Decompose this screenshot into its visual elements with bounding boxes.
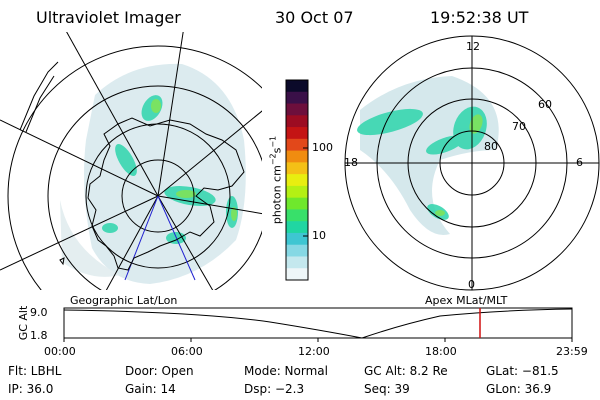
longitude-grid [0, 32, 262, 290]
colorbar-band [286, 185, 308, 199]
filter-info: Flt: LBHL [8, 364, 62, 378]
altitude-curve [63, 308, 573, 339]
mlat-label-70: 70 [512, 120, 526, 133]
colorbar-band [286, 138, 308, 152]
mlat-label-80: 80 [484, 140, 498, 153]
geographic-map [0, 32, 262, 290]
right-panel-caption: Apex MLat/MLT [425, 294, 508, 307]
colorbar-band [286, 174, 308, 187]
unit-exp-1: −2 [268, 153, 278, 166]
unit-exp-2: −1 [268, 135, 278, 148]
colorbar-tick-100: 100 [312, 141, 333, 154]
colorbar-band [286, 232, 308, 246]
glon-info: GLon: 36.9 [486, 382, 552, 396]
mlt-label-18: 18 [344, 156, 358, 169]
unit-text-s: s [270, 147, 284, 154]
mode-info: Mode: Normal [244, 364, 328, 378]
colorbar-band [286, 162, 308, 175]
colorbar-band [286, 221, 308, 234]
colorbar [285, 79, 309, 281]
colorbar-band [286, 197, 308, 210]
left-panel-caption: Geographic Lat/Lon [70, 294, 178, 307]
dsp-info: Dsp: −2.3 [244, 382, 305, 396]
colorbar-band [286, 115, 308, 128]
colorbar-band [286, 80, 308, 93]
colorbar-band [286, 268, 308, 281]
colorbar-band [286, 103, 308, 116]
coastline [87, 117, 245, 271]
colorbar-tick-10: 10 [312, 229, 326, 242]
colorbar-band [286, 256, 308, 269]
colorbar-band [286, 91, 308, 105]
unit-text: photon cm [270, 165, 284, 225]
time-tick-0: 00:00 [44, 345, 76, 358]
colorbar-band [286, 150, 308, 163]
image-haze [84, 63, 246, 284]
time-tick-4: 23:59 [556, 345, 588, 358]
date-label: 30 Oct 07 [275, 8, 354, 27]
timeline-plot [63, 307, 573, 342]
gc-alt-info: GC Alt: 8.2 Re [364, 364, 448, 378]
timeline-y-top: 9.0 [30, 306, 48, 319]
colorbar-band [286, 244, 308, 257]
gain-info: Gain: 14 [125, 382, 176, 396]
ip-info: IP: 36.0 [8, 382, 54, 396]
time-tick-1: 06:00 [171, 345, 203, 358]
mlt-label-6: 6 [576, 156, 583, 169]
time-tick-3: 18:00 [425, 345, 457, 358]
door-info: Door: Open [125, 364, 194, 378]
mlt-label-0: 0 [468, 278, 475, 291]
seq-info: Seq: 39 [364, 382, 410, 396]
mlt-label-12: 12 [466, 40, 480, 53]
time-label: 19:52:38 UT [430, 8, 529, 27]
timeline-y-bottom: 1.8 [30, 329, 48, 342]
mlat-label-60: 60 [538, 98, 552, 111]
instrument-title: Ultraviolet Imager [36, 8, 181, 27]
time-tick-2: 12:00 [298, 345, 330, 358]
image-haze-light [60, 200, 120, 277]
timeline-axis-title: GC Alt [16, 305, 30, 341]
colorbar-band [286, 209, 308, 222]
magnetic-plot [344, 35, 600, 291]
colorbar-unit-label: photon cm−2s−1 [269, 136, 284, 224]
colorbar-band [286, 127, 308, 140]
glat-info: GLat: −81.5 [486, 364, 559, 378]
